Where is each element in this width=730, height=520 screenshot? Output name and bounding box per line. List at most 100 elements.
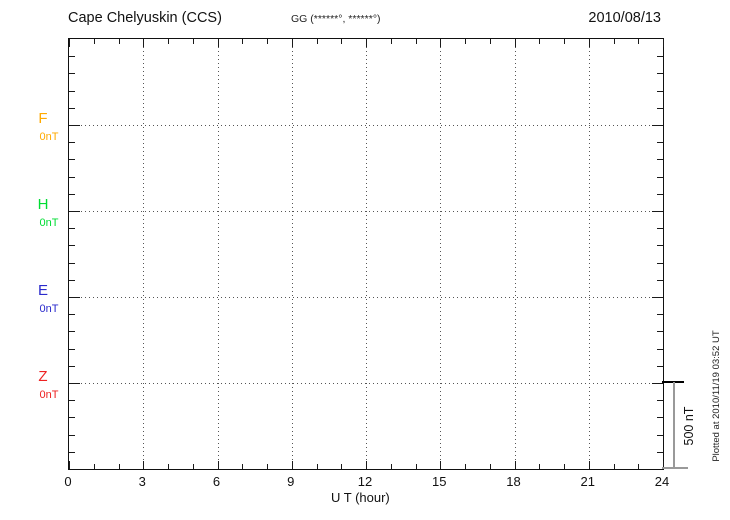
plot-area [68, 38, 664, 470]
bottom-axis-tick [465, 464, 466, 469]
station-title: Cape Chelyuskin (CCS) [68, 10, 222, 26]
baseline-gridline-Z [69, 383, 663, 384]
top-axis-tick [93, 39, 95, 44]
vertical-gridline [588, 39, 590, 469]
channel-label-Z: Z [38, 368, 48, 385]
baseline-gridline-F [69, 125, 663, 126]
top-axis-tick [564, 39, 565, 44]
bottom-axis-tick [440, 461, 442, 469]
channel-label-E: E [37, 282, 48, 299]
right-axis-tick [657, 434, 663, 436]
left-axis-tick [69, 56, 75, 58]
left-axis-tick [69, 279, 75, 281]
top-axis-tick [316, 39, 318, 44]
right-axis-tick [657, 451, 663, 453]
bottom-axis-tick [316, 464, 318, 469]
x-tick-label-15: 15 [432, 474, 447, 489]
left-axis-tick [69, 348, 75, 350]
right-axis-tick [652, 297, 663, 298]
bottom-axis-tick [663, 461, 664, 469]
top-axis-tick [638, 39, 640, 44]
bottom-axis-tick [192, 464, 194, 469]
baseline-gridline-H [69, 211, 663, 212]
bottom-axis-tick [415, 464, 417, 469]
top-axis-tick [118, 39, 120, 44]
top-axis-tick [242, 39, 244, 44]
left-axis-tick [69, 159, 75, 161]
x-tick-label-24: 24 [654, 474, 670, 489]
vertical-gridline [514, 39, 516, 469]
vertical-gridline [291, 39, 293, 469]
bottom-axis-tick [588, 461, 590, 469]
x-tick-label-21: 21 [580, 474, 595, 489]
right-axis-tick [657, 400, 663, 402]
vertical-gridline [440, 39, 442, 469]
x-tick-label-18: 18 [506, 474, 521, 489]
channel-baseline-value-E: 0nT [39, 303, 59, 315]
bottom-axis-tick [539, 464, 541, 469]
scale-bar-bottom-line [662, 467, 688, 469]
vertical-gridline [217, 39, 219, 469]
bottom-axis-tick [366, 461, 367, 469]
top-axis-tick [465, 39, 466, 44]
right-axis-tick [657, 159, 663, 161]
right-axis-tick [657, 193, 663, 195]
bottom-axis-tick [168, 464, 169, 469]
left-axis-tick [69, 193, 75, 195]
right-axis-tick [657, 56, 663, 58]
date-label: 2010/08/13 [588, 10, 661, 26]
bottom-axis-tick [267, 464, 268, 469]
top-axis-tick [390, 39, 392, 44]
top-axis-tick [69, 39, 70, 47]
left-axis-tick [69, 434, 75, 436]
baseline-gridline-E [69, 297, 663, 298]
channel-baseline-value-F: 0nT [39, 131, 59, 143]
bottom-axis-tick [217, 461, 219, 469]
right-axis-tick [657, 176, 663, 178]
top-axis-tick [143, 39, 145, 47]
plotted-at-note: Plotted at 2010/11/19 03:52 UT [711, 330, 722, 462]
x-tick-label-6: 6 [212, 474, 221, 489]
bottom-axis-tick [489, 464, 491, 469]
bottom-axis-tick [514, 461, 516, 469]
right-axis-tick [657, 279, 663, 281]
top-axis-tick [267, 39, 268, 44]
right-axis-tick [657, 245, 663, 247]
left-axis-tick [69, 417, 75, 419]
left-axis-tick [69, 245, 75, 247]
geographic-coords-label: GG (******°, ******°) [291, 13, 381, 25]
left-axis-tick [69, 451, 75, 453]
top-axis-tick [489, 39, 491, 44]
top-axis-tick [539, 39, 541, 44]
top-axis-tick [291, 39, 293, 47]
left-axis-tick [69, 73, 75, 75]
top-axis-tick [440, 39, 442, 47]
left-axis-tick [69, 365, 75, 367]
left-axis-tick [69, 314, 75, 316]
channel-baseline-value-H: 0nT [39, 217, 59, 229]
right-axis-tick [652, 211, 663, 212]
bottom-axis-tick [638, 464, 640, 469]
top-axis-tick [415, 39, 417, 44]
bottom-axis-tick [390, 464, 392, 469]
bottom-axis-tick [242, 464, 244, 469]
top-axis-tick [192, 39, 194, 44]
bottom-axis-tick [118, 464, 120, 469]
bottom-axis-tick [341, 464, 343, 469]
left-axis-tick [69, 383, 80, 384]
left-axis-tick [69, 90, 75, 92]
right-axis-tick [657, 107, 663, 109]
bottom-axis-tick [93, 464, 95, 469]
right-axis-tick [657, 365, 663, 367]
left-axis-tick [69, 228, 75, 230]
top-axis-tick [168, 39, 169, 44]
x-axis-title: U T (hour) [331, 490, 390, 505]
right-axis-tick [657, 348, 663, 350]
top-axis-tick [588, 39, 590, 47]
left-axis-tick [69, 331, 75, 333]
bottom-axis-tick [613, 464, 615, 469]
x-tick-label-3: 3 [138, 474, 146, 489]
right-axis-tick [657, 314, 663, 316]
right-axis-tick [657, 262, 663, 264]
